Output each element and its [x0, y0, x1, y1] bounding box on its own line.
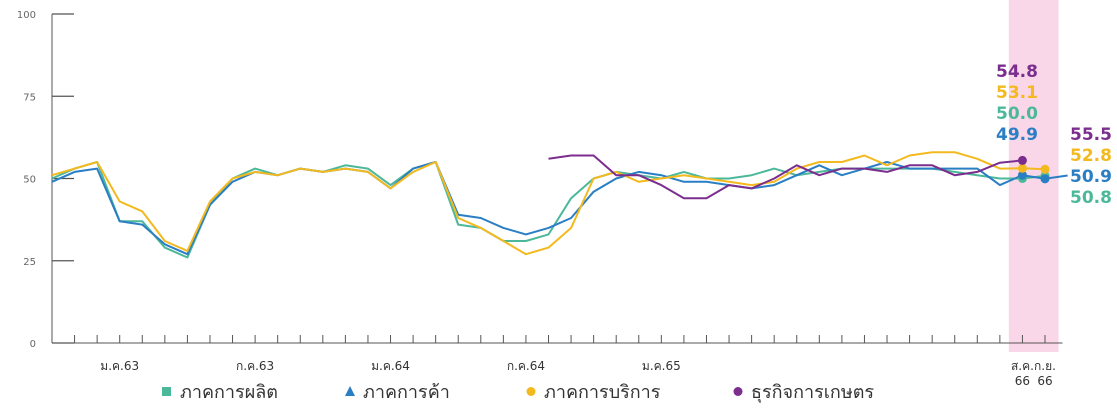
value-label: 50.8 — [1070, 188, 1112, 208]
x-tick-label: ก.ย. 66 — [1034, 359, 1056, 388]
value-labels: 54.853.150.049.9 55.552.850.950.8 — [996, 62, 1112, 208]
legend-label: ภาคการผลิต — [180, 382, 278, 403]
x-tick-label: ก.ค.64 — [507, 359, 545, 373]
legend-marker — [733, 387, 743, 396]
legend-marker — [526, 387, 536, 396]
data-point — [1040, 174, 1050, 184]
axes: 0 25 50 75 100 ม.ค.63 ก.ค.63 ม.ค.64 ก.ค.64 ม.ค.65… — [17, 10, 1063, 388]
series-line — [548, 154, 1023, 200]
x-tick-label: ส.ค. 66 — [1011, 359, 1034, 388]
end-points — [1017, 155, 1050, 184]
y-tick-label: 100 — [17, 10, 36, 21]
y-tick-label: 75 — [23, 92, 36, 103]
x-tick-label: ก.ค.63 — [236, 359, 274, 373]
series-line — [51, 151, 1046, 256]
legend-marker — [345, 386, 355, 396]
series-lines — [51, 151, 1068, 259]
value-label: 55.5 — [1070, 125, 1112, 145]
data-point — [1017, 155, 1027, 165]
value-label: 54.8 — [996, 62, 1038, 82]
value-label: 53.1 — [996, 83, 1038, 103]
value-label: 50.9 — [1070, 167, 1112, 187]
legend-marker — [162, 387, 171, 396]
series-line — [51, 161, 1068, 256]
data-point — [1040, 164, 1050, 174]
y-tick-label: 50 — [23, 175, 36, 186]
value-label: 52.8 — [1070, 146, 1112, 166]
y-tick-label: 25 — [23, 257, 36, 268]
value-label: 49.9 — [996, 125, 1038, 145]
legend-label: ภาคการค้า — [363, 382, 450, 403]
data-point — [1017, 170, 1027, 180]
value-label: 50.0 — [996, 104, 1038, 124]
x-tick-label: ม.ค.63 — [100, 359, 139, 373]
series-line — [51, 161, 1046, 259]
legend: ภาคการผลิต ภาคการค้า ภาคการบริการ ธุรกิจการ… — [162, 382, 874, 403]
data-point — [1017, 163, 1027, 173]
y-tick-label: 0 — [30, 339, 36, 350]
x-tick-label: ม.ค.65 — [642, 359, 681, 373]
x-tick-label: ม.ค.64 — [371, 359, 410, 373]
legend-label: ธุรกิจการเกษตร — [751, 382, 874, 403]
legend-label: ภาคการบริการ — [544, 382, 661, 403]
